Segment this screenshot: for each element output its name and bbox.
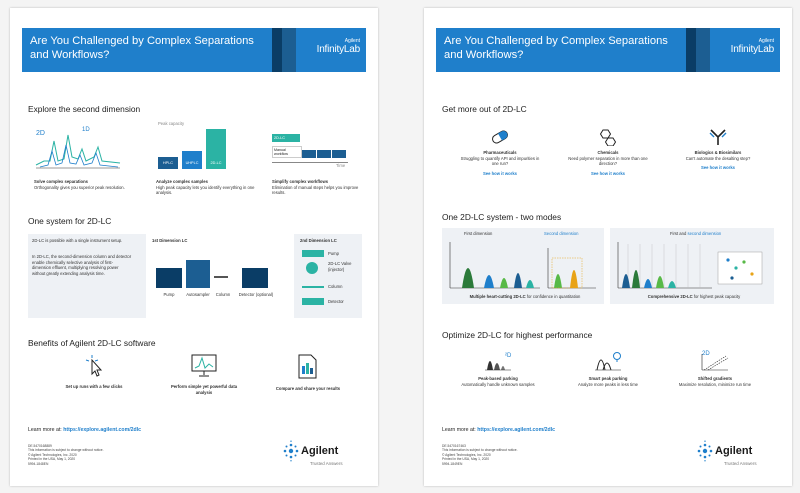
header-banner: Are You Challenged by Complex Separation…: [436, 28, 780, 72]
section-title: Optimize 2D-LC for highest performance: [442, 330, 593, 340]
section-title: Benefits of Agilent 2D-LC software: [28, 338, 156, 348]
agilent-logo-word: Agilent: [715, 445, 753, 457]
optimize-item: Smart peak parking Analyze more peaks in…: [566, 348, 650, 387]
bar-uhplc: UHPLC: [182, 151, 202, 169]
banner-stripe: [272, 28, 282, 72]
banner-title: Are You Challenged by Complex Separation…: [444, 35, 668, 61]
valve-module: [306, 262, 318, 274]
learn-more: Learn more at: https://explore.agilent.c…: [442, 427, 556, 433]
feature-column: Simplify complex workflows Elimination o…: [272, 179, 359, 196]
system-panel: 2D-LC is possible with a single instrume…: [28, 234, 362, 318]
label-1d: 1D: [82, 127, 90, 133]
agilent-spark-icon: [283, 440, 299, 462]
first-dimension-box: 1st Dimension LC Pump Autosampler Column…: [146, 234, 294, 318]
agilent-tagline: Trusted Answers: [724, 461, 757, 466]
section-title: Explore the second dimension: [28, 104, 141, 114]
see-how-link[interactable]: See how it works: [483, 170, 517, 176]
system-text: 2D-LC is possible with a single instrume…: [32, 238, 123, 243]
axis-label: Peak capacity: [158, 121, 185, 126]
svg-text:2D: 2D: [702, 351, 710, 357]
see-how-link[interactable]: See how it works: [591, 170, 625, 176]
bar-hplc: HPLC: [158, 157, 178, 169]
bar-manual-label: Manual workflow: [272, 146, 302, 158]
monitor-chart-icon: [191, 354, 217, 377]
label-2d: 2D: [36, 130, 45, 137]
application-item: Chemicals Need polymer separation in mor…: [568, 128, 648, 176]
detector-module: [242, 268, 268, 288]
benefit-item: Set up runs with a few clicks: [54, 354, 134, 390]
see-how-link[interactable]: See how it works: [701, 165, 735, 171]
banner-stripe: [282, 28, 296, 72]
mode-caption: Multiple heart-cutting 2D-LC for confide…: [469, 294, 581, 299]
learn-more-link[interactable]: https://explore.agilent.com/2dlc: [477, 427, 556, 433]
column2-module: [302, 286, 324, 288]
infinitylab-logo: Agilent InfinityLab: [296, 28, 366, 72]
workflow-time-chart: 2D-LC Manual workflow Time: [272, 126, 352, 172]
time-axis-label: Time: [336, 163, 346, 168]
detector2-module: [302, 298, 324, 305]
infinitylab-logo: Agilent InfinityLab: [710, 28, 780, 72]
section-title: One 2D-LC system - two modes: [442, 212, 562, 222]
click-cursor-icon: [85, 355, 103, 377]
banner-stripe: [696, 28, 710, 72]
heart-cutting-panel: First dimension Second dimension Multipl…: [442, 228, 604, 304]
bar-2dlc: 2D-LC: [206, 129, 226, 169]
peak-parking-icon: ²D: [485, 353, 512, 371]
shifted-gradient-icon: 2D: [701, 351, 729, 371]
autosampler-module: [186, 260, 210, 288]
optimize-item: ²D Peak-based parking Automatically hand…: [456, 348, 540, 387]
agilent-spark-icon: [697, 440, 713, 462]
second-dimension-box: 2nd Dimension LC Pump 2D-LC Valve (injec…: [300, 238, 352, 305]
pump-module: [156, 268, 182, 288]
column-module: [214, 276, 228, 278]
flyer-page-right: Are You Challenged by Complex Separation…: [424, 8, 792, 486]
benefit-item: Compare and share your results: [268, 354, 348, 392]
flyer-page-left: Are You Challenged by Complex Separation…: [10, 8, 378, 486]
comprehensive-panel: First and second dimension Comprehensive…: [610, 228, 774, 304]
heart-cutting-chromatogram: [449, 242, 596, 289]
bar-2dlc-time: 2D-LC: [272, 134, 300, 142]
bar-manual-seg1: [302, 150, 316, 158]
comprehensive-chromatogram: [617, 242, 763, 289]
svg-text:²D: ²D: [505, 353, 512, 359]
learn-more: Learn more at: https://explore.agilent.c…: [28, 427, 142, 433]
optimize-item: 2D Shifted gradients Maximize resolution…: [670, 348, 760, 387]
smart-peak-icon: [595, 352, 621, 371]
bar-manual-seg3: [332, 150, 346, 158]
feature-column: Solve complex separations Orthogonality …: [34, 179, 125, 190]
antibody-icon: [709, 129, 727, 145]
banner-title: Are You Challenged by Complex Separation…: [30, 35, 254, 61]
document-share-icon: [298, 354, 317, 379]
application-item: Pharmaceuticals Struggling to quantify A…: [460, 128, 540, 176]
peak-capacity-chart: Peak capacity HPLC UHPLC 2D-LC: [156, 121, 240, 171]
system-text: In 2D-LC, the second-dimension column an…: [32, 254, 132, 276]
section-title: One system for 2D-LC: [28, 216, 112, 226]
banner-stripe: [686, 28, 696, 72]
section-title: Get more out of 2D-LC: [442, 104, 527, 114]
time-axis: [272, 162, 348, 163]
pump2-module: [302, 250, 324, 257]
bar-manual-seg2: [317, 150, 331, 158]
peaks-illustration: 2D 1D: [34, 121, 124, 171]
mode-caption: Comprehensive 2D-LC for highest peak cap…: [647, 294, 741, 299]
legal-text: DE.5470168889 This information is subjec…: [28, 444, 104, 466]
benefit-item: Perform simple yet powerful data analysi…: [164, 354, 244, 395]
application-item: Biologics & Biosimilars Can't automate t…: [676, 128, 760, 171]
feature-column: Analyze complex samples High peak capaci…: [156, 179, 255, 196]
hexagon-molecule-icon: [599, 129, 617, 146]
learn-more-link[interactable]: https://explore.agilent.com/2dlc: [63, 427, 142, 433]
agilent-logo-word: Agilent: [301, 445, 339, 457]
agilent-tagline: Trusted Answers: [310, 461, 343, 466]
legal-text: DE.5470167463 This information is subjec…: [442, 444, 518, 466]
pill-capsule-icon: [492, 130, 508, 144]
header-banner: Are You Challenged by Complex Separation…: [22, 28, 366, 72]
